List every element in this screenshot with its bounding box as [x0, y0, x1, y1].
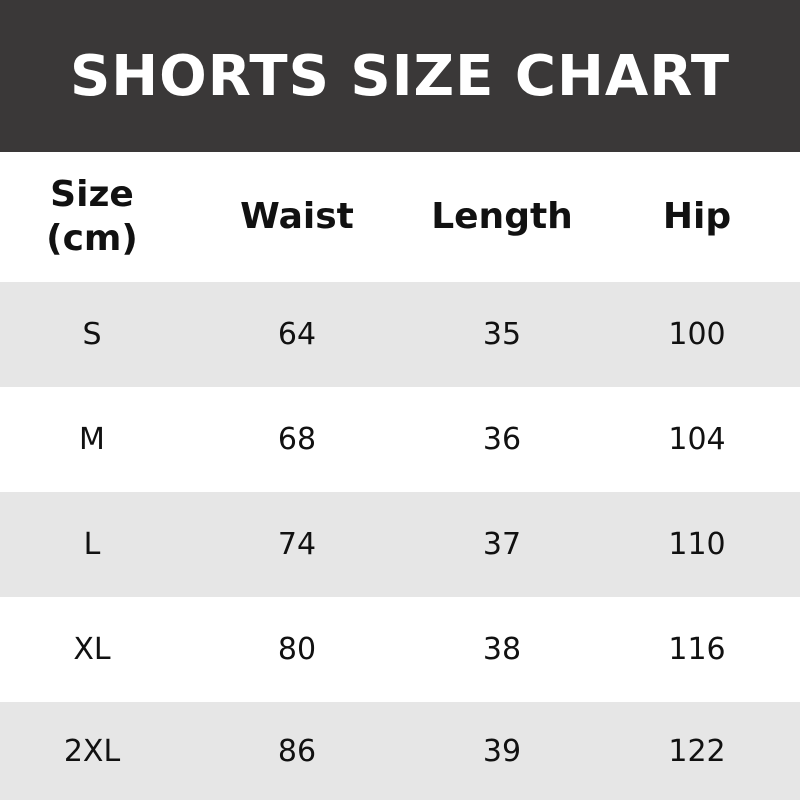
- table-body: S 64 35 100 M 68 36 104 L 74 37 110 XL 8…: [0, 282, 800, 800]
- cell-size: S: [82, 317, 102, 352]
- cell-waist: 80: [277, 632, 317, 667]
- header-size-line2: (cm): [46, 218, 138, 259]
- cell-size: XL: [73, 632, 111, 667]
- header-hip: Hip: [662, 196, 732, 237]
- table-row: M 68 36 104: [0, 387, 800, 492]
- cell-waist: 68: [277, 422, 317, 457]
- cell-hip: 116: [668, 632, 726, 667]
- table-row: XL 80 38 116: [0, 597, 800, 702]
- chart-title: SHORTS SIZE CHART: [69, 43, 731, 109]
- cell-size: M: [79, 422, 105, 457]
- table-row: S 64 35 100: [0, 282, 800, 387]
- cell-length: 35: [482, 317, 522, 352]
- cell-length: 36: [482, 422, 522, 457]
- title-bar: SHORTS SIZE CHART: [0, 0, 800, 152]
- header-row: Size (cm) Waist Length Hip: [0, 152, 800, 282]
- cell-hip: 110: [668, 527, 726, 562]
- cell-size: L: [83, 527, 101, 562]
- header-length: Length: [431, 196, 573, 237]
- header-size-line1: Size: [50, 174, 134, 215]
- table-row: L 74 37 110: [0, 492, 800, 597]
- cell-waist: 64: [277, 317, 317, 352]
- cell-length: 39: [482, 733, 522, 769]
- cell-waist: 86: [277, 733, 317, 769]
- cell-length: 38: [482, 632, 522, 667]
- cell-length: 37: [482, 527, 522, 562]
- header-size: Size (cm): [0, 173, 184, 261]
- table-row: 2XL 86 39 122: [0, 702, 800, 800]
- cell-waist: 74: [277, 527, 317, 562]
- header-waist: Waist: [240, 196, 354, 237]
- cell-hip: 122: [668, 733, 726, 769]
- cell-size: 2XL: [63, 733, 121, 769]
- cell-hip: 100: [668, 317, 726, 352]
- cell-hip: 104: [668, 422, 726, 457]
